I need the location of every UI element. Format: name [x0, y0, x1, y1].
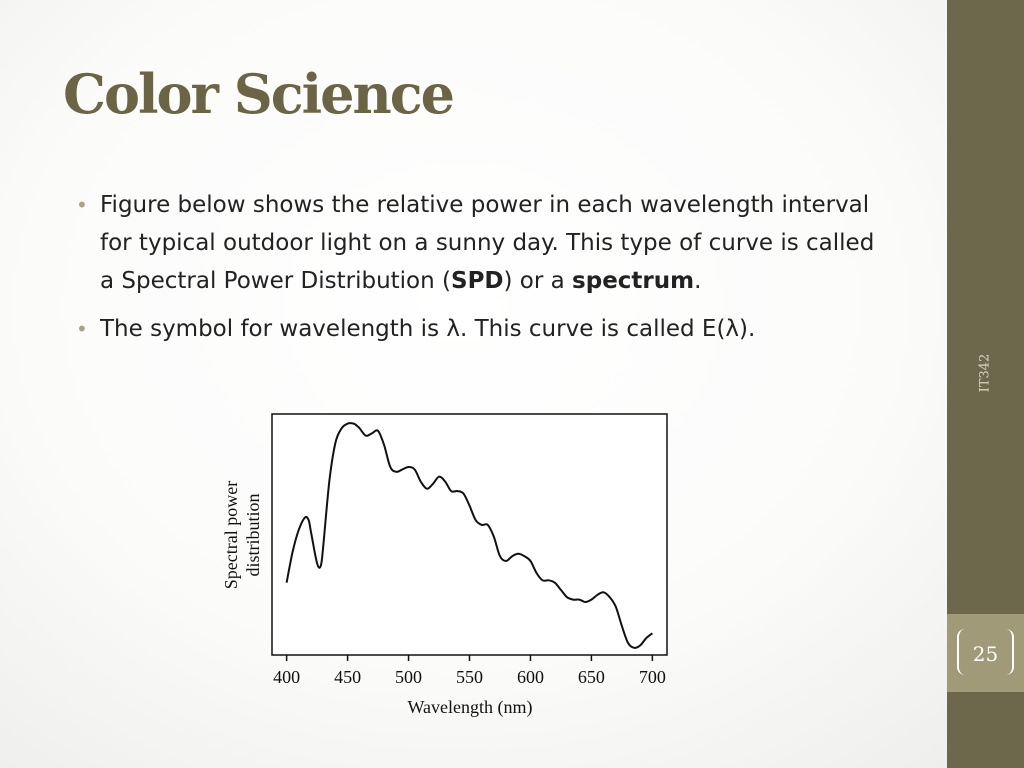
x-tick-label: 700	[639, 667, 666, 687]
spd-series-line	[285, 422, 654, 649]
x-tick-label: 500	[395, 667, 422, 687]
x-tick-label: 600	[517, 667, 544, 687]
x-tick-label: 400	[273, 667, 300, 687]
page-number-box: 25	[947, 614, 1024, 692]
page-number-frame	[957, 629, 1014, 675]
bold-term-spectrum: spectrum	[572, 268, 695, 294]
bullet-text: Figure below shows the relative power in…	[100, 192, 875, 294]
bold-term-spd: SPD	[451, 268, 504, 294]
y-axis-label-line-2: distribution	[243, 493, 263, 576]
bullet-dot-icon: •	[76, 193, 88, 217]
page-number: 25	[972, 642, 999, 666]
spd-chart: 400 450 500 550 600 650 700 Wavelength (nm) Sp…	[221, 413, 668, 718]
bullet-item: • Figure below shows the relative power …	[76, 186, 876, 300]
x-tick-label: 550	[456, 667, 483, 687]
bullet-text: The symbol for wavelength is λ. This cur…	[100, 316, 756, 342]
course-label: IT342	[977, 353, 993, 393]
x-tick-label: 450	[334, 667, 361, 687]
slide-title: Color Science	[63, 62, 455, 126]
y-axis-label: Spectral power distribution	[221, 481, 263, 589]
bullet-text: .	[694, 268, 702, 294]
x-axis-label: Wavelength (nm)	[407, 697, 532, 718]
plot-frame	[271, 413, 668, 656]
x-axis-ticks: 400 450 500 550 600 650 700	[273, 655, 666, 687]
bullet-text: ) or a	[503, 268, 573, 294]
bullet-item: • The symbol for wavelength is λ. This c…	[76, 310, 876, 348]
x-tick-label: 650	[578, 667, 605, 687]
bullet-list: • Figure below shows the relative power …	[76, 186, 876, 358]
y-axis-label-line-1: Spectral power	[221, 481, 241, 589]
bullet-dot-icon: •	[76, 317, 88, 341]
